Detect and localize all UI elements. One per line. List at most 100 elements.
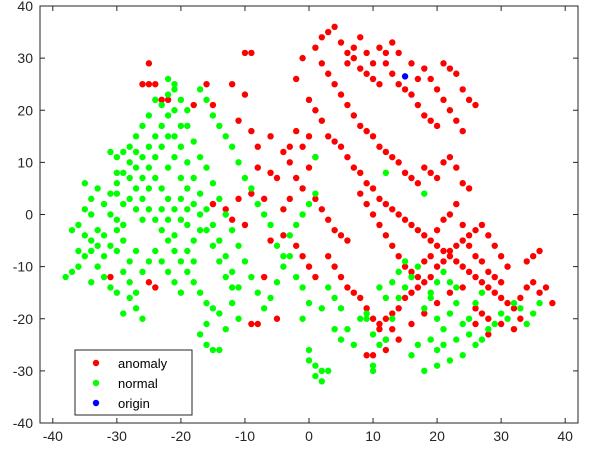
point-anomaly-9 <box>248 127 255 135</box>
point-normal-82 <box>190 174 197 182</box>
y-tick-label-7: 30 <box>17 50 33 66</box>
point-anomaly-6 <box>241 91 249 98</box>
point-normal-69 <box>203 341 210 349</box>
point-normal-90 <box>209 180 217 187</box>
point-anomaly-140 <box>344 237 351 244</box>
point-normal-12 <box>100 200 108 208</box>
point-anomaly-237 <box>241 49 249 57</box>
point-anomaly-172 <box>497 253 505 260</box>
point-anomaly-182 <box>408 268 415 276</box>
point-normal-75 <box>235 284 242 291</box>
point-anomaly-216 <box>299 253 306 260</box>
point-anomaly-141 <box>325 253 332 260</box>
x-tick-label-5: 10 <box>365 428 381 444</box>
point-normal-243 <box>164 216 172 223</box>
point-normal-161 <box>472 341 479 349</box>
point-anomaly-223 <box>421 310 428 317</box>
point-anomaly-40 <box>337 39 345 46</box>
point-anomaly-34 <box>292 75 300 83</box>
point-anomaly-164 <box>446 247 454 255</box>
point-anomaly-2 <box>152 80 159 88</box>
point-anomaly-122 <box>529 279 537 286</box>
point-normal-247 <box>177 174 185 182</box>
point-anomaly-152 <box>369 352 377 359</box>
point-normal-8 <box>81 206 89 213</box>
point-anomaly-106 <box>427 237 434 244</box>
point-anomaly-30 <box>248 320 255 328</box>
point-normal-70 <box>209 346 217 354</box>
point-normal-13 <box>107 211 114 218</box>
point-normal-65 <box>209 305 217 312</box>
y-tick-label-8: 40 <box>17 0 33 14</box>
point-anomaly-196 <box>497 279 505 286</box>
legend-marker-anomaly <box>92 359 100 367</box>
point-anomaly-153 <box>376 320 383 328</box>
point-normal-142 <box>363 310 370 317</box>
point-normal-167 <box>510 299 518 307</box>
point-normal-39 <box>152 96 159 104</box>
point-anomaly-191 <box>465 242 473 249</box>
point-normal-140 <box>337 336 345 343</box>
point-normal-37 <box>139 122 146 130</box>
point-anomaly-193 <box>478 258 486 265</box>
point-normal-253 <box>132 148 140 156</box>
point-normal-252 <box>139 174 146 182</box>
point-normal-198 <box>427 289 434 296</box>
point-normal-58 <box>164 237 172 244</box>
point-anomaly-54 <box>421 112 428 119</box>
y-tick-label-1: -30 <box>13 363 33 379</box>
point-anomaly-203 <box>389 39 396 46</box>
point-normal-105 <box>305 299 313 307</box>
point-anomaly-200 <box>363 49 370 57</box>
point-normal-237 <box>216 258 223 265</box>
point-anomaly-133 <box>292 174 300 182</box>
legend-item-origin: origin <box>92 396 150 411</box>
point-anomaly-208 <box>427 75 434 83</box>
point-normal-92 <box>222 211 229 218</box>
point-normal-10 <box>81 180 89 187</box>
point-normal-68 <box>196 331 204 338</box>
x-tick-label-4: 0 <box>305 428 313 444</box>
point-normal-254 <box>126 159 133 166</box>
point-anomaly-121 <box>523 284 530 291</box>
point-normal-208 <box>152 247 159 255</box>
y-axis: -40 -30 -20 -10 0 10 20 30 40 <box>13 0 578 431</box>
point-normal-227 <box>107 242 114 249</box>
point-anomaly-8 <box>235 117 242 124</box>
point-normal-187 <box>389 279 396 286</box>
point-anomaly-126 <box>523 258 530 265</box>
point-anomaly-115 <box>485 284 492 291</box>
point-anomaly-1 <box>139 80 146 88</box>
point-normal-3 <box>81 253 89 260</box>
point-normal-258 <box>177 122 185 130</box>
point-anomaly-130 <box>299 143 306 150</box>
point-anomaly-47 <box>382 49 390 57</box>
point-anomaly-204 <box>395 49 402 57</box>
point-normal-159 <box>459 320 466 328</box>
point-normal-145 <box>369 362 377 369</box>
x-tick-label-6: 20 <box>429 428 445 444</box>
point-anomaly-168 <box>472 226 479 234</box>
point-normal-81 <box>196 190 204 197</box>
point-normal-106 <box>299 315 306 322</box>
point-normal-110 <box>312 372 319 380</box>
point-normal-108 <box>305 357 313 364</box>
point-anomaly-241 <box>190 101 197 109</box>
y-tick-label-2: -20 <box>13 311 33 327</box>
legend-label-normal: normal <box>118 376 158 391</box>
point-normal-16 <box>94 263 101 270</box>
point-anomaly-116 <box>491 289 498 296</box>
point-normal-212 <box>177 289 185 296</box>
point-normal-143 <box>369 331 377 338</box>
point-normal-186 <box>382 294 390 302</box>
point-normal-248 <box>184 206 191 213</box>
point-anomaly-59 <box>453 70 460 77</box>
point-anomaly-74 <box>389 153 396 161</box>
point-normal-183 <box>472 299 479 307</box>
point-anomaly-71 <box>369 133 377 140</box>
point-anomaly-132 <box>305 164 313 171</box>
point-normal-44 <box>177 96 185 104</box>
point-normal-251 <box>145 185 153 192</box>
point-anomaly-149 <box>376 325 383 333</box>
point-normal-139 <box>350 341 358 349</box>
